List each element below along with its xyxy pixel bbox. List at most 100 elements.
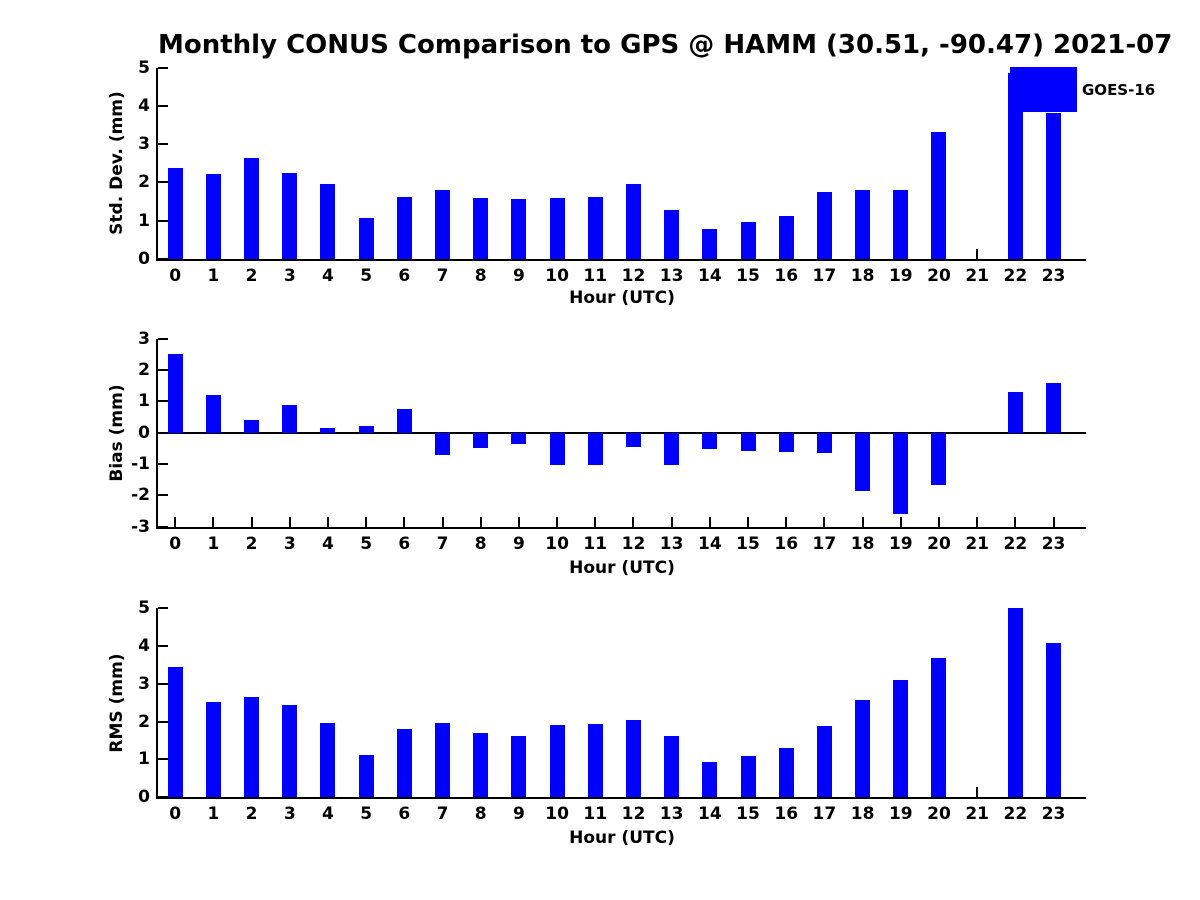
x-tick-mark	[250, 516, 253, 527]
bar-hour-10	[549, 197, 565, 259]
bar-hour-4	[320, 428, 336, 433]
x-tick-mark	[1014, 516, 1017, 527]
x-tick-mark	[212, 516, 215, 527]
bar-hour-14	[702, 229, 718, 259]
x-tick-label: 8	[474, 266, 487, 286]
x-tick-label: 5	[360, 266, 373, 286]
bar-hour-19	[893, 189, 909, 259]
x-tick-label: 1	[207, 534, 220, 554]
x-tick-label: 17	[812, 804, 837, 824]
x-tick-label: 18	[850, 804, 875, 824]
x-tick-mark	[1052, 516, 1055, 527]
x-tick-label: 23	[1041, 266, 1066, 286]
y-tick-label: 2	[138, 711, 150, 732]
x-tick-label: 10	[545, 266, 569, 286]
bar-hour-12	[625, 183, 641, 259]
x-tick-mark	[899, 516, 902, 527]
x-tick-label: 18	[850, 266, 875, 286]
x-tick-label: 4	[322, 266, 334, 286]
x-tick-mark	[937, 516, 940, 527]
bar-hour-2	[244, 158, 260, 259]
x-tick-mark	[976, 248, 979, 259]
y-axis-line	[156, 608, 158, 800]
bar-hour-11	[587, 432, 603, 465]
x-tick-label: 3	[283, 266, 296, 286]
y-tick-mark	[158, 143, 168, 146]
bar-hour-0	[167, 666, 183, 798]
bar-hour-22	[1007, 608, 1023, 798]
x-tick-mark	[785, 516, 788, 527]
x-tick-label: 18	[850, 534, 875, 554]
y-tick-mark	[158, 607, 168, 609]
bar-hour-14	[702, 762, 718, 798]
bar-hour-5	[358, 754, 374, 798]
x-tick-label: 15	[736, 534, 760, 554]
y-tick-label: 3	[138, 134, 150, 155]
x-tick-label: 15	[736, 804, 760, 824]
bar-hour-10	[549, 725, 565, 798]
bar-hour-2	[244, 420, 260, 433]
bar-hour-0	[167, 167, 183, 259]
y-tick-mark	[158, 257, 168, 260]
bar-hour-13	[664, 209, 680, 259]
x-tick-label: 1	[207, 266, 220, 286]
x-tick-label: 7	[436, 804, 449, 824]
bar-hour-5	[358, 217, 374, 259]
x-tick-label: 2	[245, 804, 258, 824]
x-tick-mark	[747, 516, 750, 527]
x-axis-label-hour-utc: Hour (UTC)	[569, 558, 675, 578]
bar-hour-9	[511, 735, 527, 798]
bar-hour-15	[740, 755, 756, 798]
x-tick-label: 13	[659, 804, 684, 824]
y-tick-label: 4	[138, 96, 150, 117]
x-axis-line	[156, 797, 1086, 800]
x-tick-mark	[288, 516, 291, 527]
x-tick-label: 16	[774, 266, 799, 286]
x-tick-label: 17	[812, 266, 837, 286]
bar-hour-15	[740, 432, 756, 451]
x-tick-label: 8	[474, 534, 487, 554]
y-tick-label: 2	[138, 172, 150, 193]
legend-goes16-label: GOES-16	[1082, 81, 1156, 99]
x-tick-label: 13	[659, 534, 684, 554]
x-tick-label: 10	[545, 804, 569, 824]
bar-hour-17	[816, 432, 832, 454]
y-tick-mark	[158, 219, 168, 222]
bar-hour-6	[396, 729, 412, 798]
x-tick-mark	[403, 516, 406, 527]
x-tick-mark	[823, 516, 826, 527]
x-tick-label: 6	[398, 804, 411, 824]
bar-hour-22	[1007, 392, 1023, 433]
bar-hour-3	[282, 704, 298, 798]
bar-hour-7	[435, 432, 450, 456]
x-tick-label: 19	[888, 804, 913, 824]
x-tick-label: 6	[398, 266, 411, 286]
x-tick-label: 9	[512, 804, 525, 824]
y-tick-mark	[158, 644, 168, 647]
bar-hour-12	[625, 720, 641, 798]
bar-hour-11	[587, 197, 603, 259]
y-tick-mark	[158, 400, 168, 403]
x-tick-label: 14	[697, 804, 722, 824]
x-tick-label: 22	[1003, 534, 1028, 554]
y-tick-label: -3	[131, 516, 150, 537]
bar-hour-18	[855, 189, 871, 259]
x-tick-mark	[517, 516, 520, 527]
y-axis-line	[156, 338, 158, 529]
y-tick-mark	[158, 105, 168, 108]
x-tick-label: 17	[812, 534, 837, 554]
x-tick-label: 1	[207, 804, 220, 824]
bar-hour-16	[778, 748, 794, 798]
y-axis-line	[156, 68, 158, 261]
y-tick-label: 0	[138, 248, 150, 269]
x-tick-mark	[976, 787, 979, 798]
bar-hour-3	[282, 172, 298, 259]
x-tick-label: 7	[436, 266, 449, 286]
x-tick-label: 7	[436, 534, 449, 554]
x-tick-mark	[365, 516, 368, 527]
x-tick-label: 21	[965, 534, 989, 554]
y-tick-label: 0	[138, 787, 150, 808]
x-tick-mark	[708, 516, 711, 527]
x-tick-label: 20	[927, 804, 951, 824]
